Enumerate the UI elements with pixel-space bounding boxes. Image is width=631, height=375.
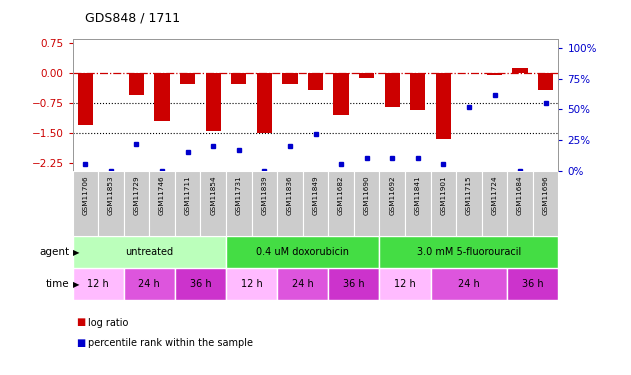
Bar: [303, 171, 328, 236]
Bar: [201, 171, 226, 236]
Text: time: time: [46, 279, 69, 289]
Text: ■: ■: [76, 318, 85, 327]
Bar: [328, 171, 354, 236]
Text: 12 h: 12 h: [394, 279, 416, 289]
Bar: [308, 73, 323, 90]
Text: 0.4 uM doxorubicin: 0.4 uM doxorubicin: [256, 247, 349, 257]
Text: 24 h: 24 h: [138, 279, 160, 289]
Bar: [206, 73, 221, 131]
Bar: [124, 171, 150, 236]
Bar: [150, 171, 175, 236]
Bar: [180, 73, 196, 84]
Bar: [533, 171, 558, 236]
Text: GSM11841: GSM11841: [415, 176, 421, 216]
Bar: [98, 171, 124, 236]
Text: GSM11731: GSM11731: [236, 176, 242, 216]
Text: 12 h: 12 h: [240, 279, 262, 289]
Text: 3.0 mM 5-fluorouracil: 3.0 mM 5-fluorouracil: [417, 247, 521, 257]
Bar: [226, 268, 277, 300]
Bar: [328, 268, 379, 300]
Text: GDS848 / 1711: GDS848 / 1711: [85, 11, 180, 24]
Text: GSM11706: GSM11706: [83, 176, 88, 216]
Text: ▶: ▶: [73, 280, 80, 289]
Text: untreated: untreated: [125, 247, 174, 257]
Text: GSM11849: GSM11849: [312, 176, 319, 216]
Text: GSM11729: GSM11729: [134, 176, 139, 216]
Text: GSM11836: GSM11836: [287, 176, 293, 216]
Bar: [129, 73, 144, 95]
Bar: [257, 73, 272, 133]
Text: 24 h: 24 h: [292, 279, 314, 289]
Text: percentile rank within the sample: percentile rank within the sample: [88, 338, 253, 348]
Text: GSM11853: GSM11853: [108, 176, 114, 216]
Bar: [384, 73, 400, 107]
Text: GSM11696: GSM11696: [543, 176, 548, 216]
Text: GSM11684: GSM11684: [517, 176, 523, 216]
Text: 36 h: 36 h: [189, 279, 211, 289]
Bar: [405, 171, 430, 236]
Bar: [507, 268, 558, 300]
Bar: [379, 171, 405, 236]
Bar: [155, 73, 170, 121]
Text: agent: agent: [39, 247, 69, 257]
Text: GSM11839: GSM11839: [261, 176, 268, 216]
Bar: [252, 171, 277, 236]
Bar: [435, 73, 451, 139]
Bar: [512, 68, 528, 73]
Text: 36 h: 36 h: [522, 279, 544, 289]
Bar: [226, 236, 379, 268]
Text: 36 h: 36 h: [343, 279, 365, 289]
Bar: [354, 171, 379, 236]
Bar: [73, 236, 226, 268]
Bar: [175, 171, 201, 236]
Text: GSM11715: GSM11715: [466, 176, 472, 216]
Bar: [507, 171, 533, 236]
Bar: [124, 268, 175, 300]
Text: GSM11690: GSM11690: [363, 176, 370, 216]
Bar: [430, 171, 456, 236]
Text: ■: ■: [76, 338, 85, 348]
Bar: [231, 73, 247, 84]
Bar: [226, 171, 252, 236]
Bar: [410, 73, 425, 110]
Text: GSM11854: GSM11854: [210, 176, 216, 216]
Text: GSM11692: GSM11692: [389, 176, 395, 216]
Bar: [73, 171, 98, 236]
Bar: [481, 171, 507, 236]
Bar: [359, 73, 374, 78]
Bar: [487, 73, 502, 75]
Bar: [277, 268, 328, 300]
Text: GSM11724: GSM11724: [492, 176, 497, 216]
Bar: [282, 73, 298, 84]
Bar: [333, 73, 349, 115]
Bar: [538, 73, 553, 90]
Bar: [73, 268, 124, 300]
Text: 12 h: 12 h: [87, 279, 109, 289]
Text: GSM11711: GSM11711: [185, 176, 191, 216]
Bar: [277, 171, 303, 236]
Text: ▶: ▶: [73, 248, 80, 256]
Text: 24 h: 24 h: [458, 279, 480, 289]
Bar: [379, 268, 430, 300]
Text: GSM11746: GSM11746: [159, 176, 165, 216]
Text: GSM11901: GSM11901: [440, 176, 446, 216]
Bar: [430, 268, 507, 300]
Text: log ratio: log ratio: [88, 318, 129, 327]
Text: GSM11682: GSM11682: [338, 176, 344, 216]
Bar: [78, 73, 93, 125]
Bar: [175, 268, 226, 300]
Bar: [379, 236, 558, 268]
Bar: [456, 171, 481, 236]
